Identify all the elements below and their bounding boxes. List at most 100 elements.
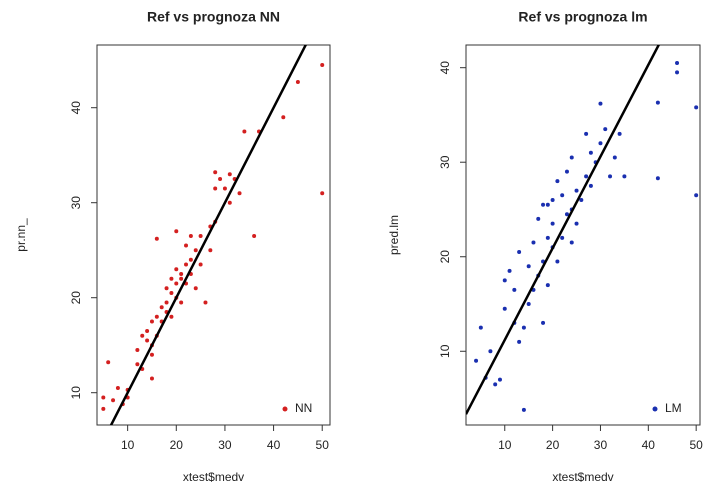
point	[521, 407, 526, 412]
point	[198, 262, 203, 267]
point	[213, 186, 218, 191]
point	[227, 200, 232, 205]
point	[507, 268, 512, 273]
point	[149, 319, 154, 324]
point	[193, 286, 198, 291]
legend-marker	[652, 406, 658, 412]
point	[574, 188, 579, 193]
y-tick-label: 30	[438, 155, 452, 169]
point	[159, 305, 164, 310]
point	[179, 276, 184, 281]
point	[497, 377, 502, 382]
point	[694, 105, 699, 110]
y-axis-label: pr.nn_	[14, 218, 28, 252]
x-tick-label: 30	[218, 438, 232, 452]
point	[198, 233, 203, 238]
y-tick-label: 20	[69, 291, 83, 305]
x-tick-label: 50	[689, 438, 703, 452]
point	[493, 382, 498, 387]
y-tick-label: 40	[69, 101, 83, 115]
point	[164, 300, 169, 305]
legend-label: LM	[665, 401, 682, 415]
point	[213, 170, 218, 175]
point	[179, 271, 184, 276]
point	[502, 278, 507, 283]
x-tick-label: 40	[267, 438, 281, 452]
point	[555, 259, 560, 264]
point	[135, 347, 140, 352]
point	[545, 202, 550, 207]
point	[612, 155, 617, 160]
panel: Ref vs prognoza lm 10 20 30 40 50 10 20 30 40 xtes…	[387, 9, 703, 484]
x-axis-label: xtest$medv	[552, 470, 613, 484]
point	[655, 100, 660, 105]
point	[502, 306, 507, 311]
point	[222, 186, 227, 191]
point	[115, 385, 120, 390]
point	[237, 191, 242, 196]
point	[584, 131, 589, 136]
point	[550, 221, 555, 226]
point	[560, 235, 565, 240]
point	[584, 174, 589, 179]
point	[655, 176, 660, 181]
point	[675, 70, 680, 75]
point	[135, 362, 140, 367]
point	[242, 129, 247, 134]
legend-marker	[282, 406, 288, 412]
point	[154, 236, 159, 241]
y-tick-label: 10	[69, 386, 83, 400]
point	[579, 198, 584, 203]
point	[184, 243, 189, 248]
point	[598, 141, 603, 146]
point	[588, 150, 593, 155]
x-axis-label: xtest$medv	[183, 470, 244, 484]
point	[145, 328, 150, 333]
reference-line	[109, 45, 308, 425]
point	[174, 229, 179, 234]
point	[545, 235, 550, 240]
point	[550, 198, 555, 203]
y-tick-label: 40	[438, 61, 452, 75]
reference-line	[466, 45, 661, 415]
point	[169, 314, 174, 319]
point	[164, 286, 169, 291]
point	[517, 339, 522, 344]
y-tick-label: 30	[69, 196, 83, 210]
point	[598, 101, 603, 106]
point	[560, 193, 565, 198]
y-tick-label: 10	[438, 344, 452, 358]
point	[608, 174, 613, 179]
point	[541, 320, 546, 325]
point	[169, 276, 174, 281]
point	[541, 202, 546, 207]
x-tick-label: 30	[594, 438, 608, 452]
x-tick-label: 50	[316, 438, 330, 452]
point	[564, 212, 569, 217]
point	[603, 127, 608, 132]
panel: Ref vs prognoza NN 10 20 30 40 50 10 20 30 40 xtes…	[14, 9, 331, 484]
point	[555, 179, 560, 184]
point	[622, 174, 627, 179]
point	[517, 250, 522, 255]
point	[536, 216, 541, 221]
point	[252, 233, 257, 238]
point	[474, 358, 479, 363]
y-axis-label: pred.lm	[387, 215, 401, 255]
x-tick-label: 20	[546, 438, 560, 452]
x-tick-label: 10	[121, 438, 135, 452]
point	[101, 395, 106, 400]
point	[564, 169, 569, 174]
point	[675, 60, 680, 65]
point	[149, 352, 154, 357]
point	[145, 338, 150, 343]
point	[169, 290, 174, 295]
plot-frame	[465, 44, 701, 426]
point	[588, 183, 593, 188]
point	[531, 240, 536, 245]
point	[281, 115, 286, 120]
point	[140, 333, 145, 338]
point	[218, 176, 223, 181]
point	[111, 398, 116, 403]
